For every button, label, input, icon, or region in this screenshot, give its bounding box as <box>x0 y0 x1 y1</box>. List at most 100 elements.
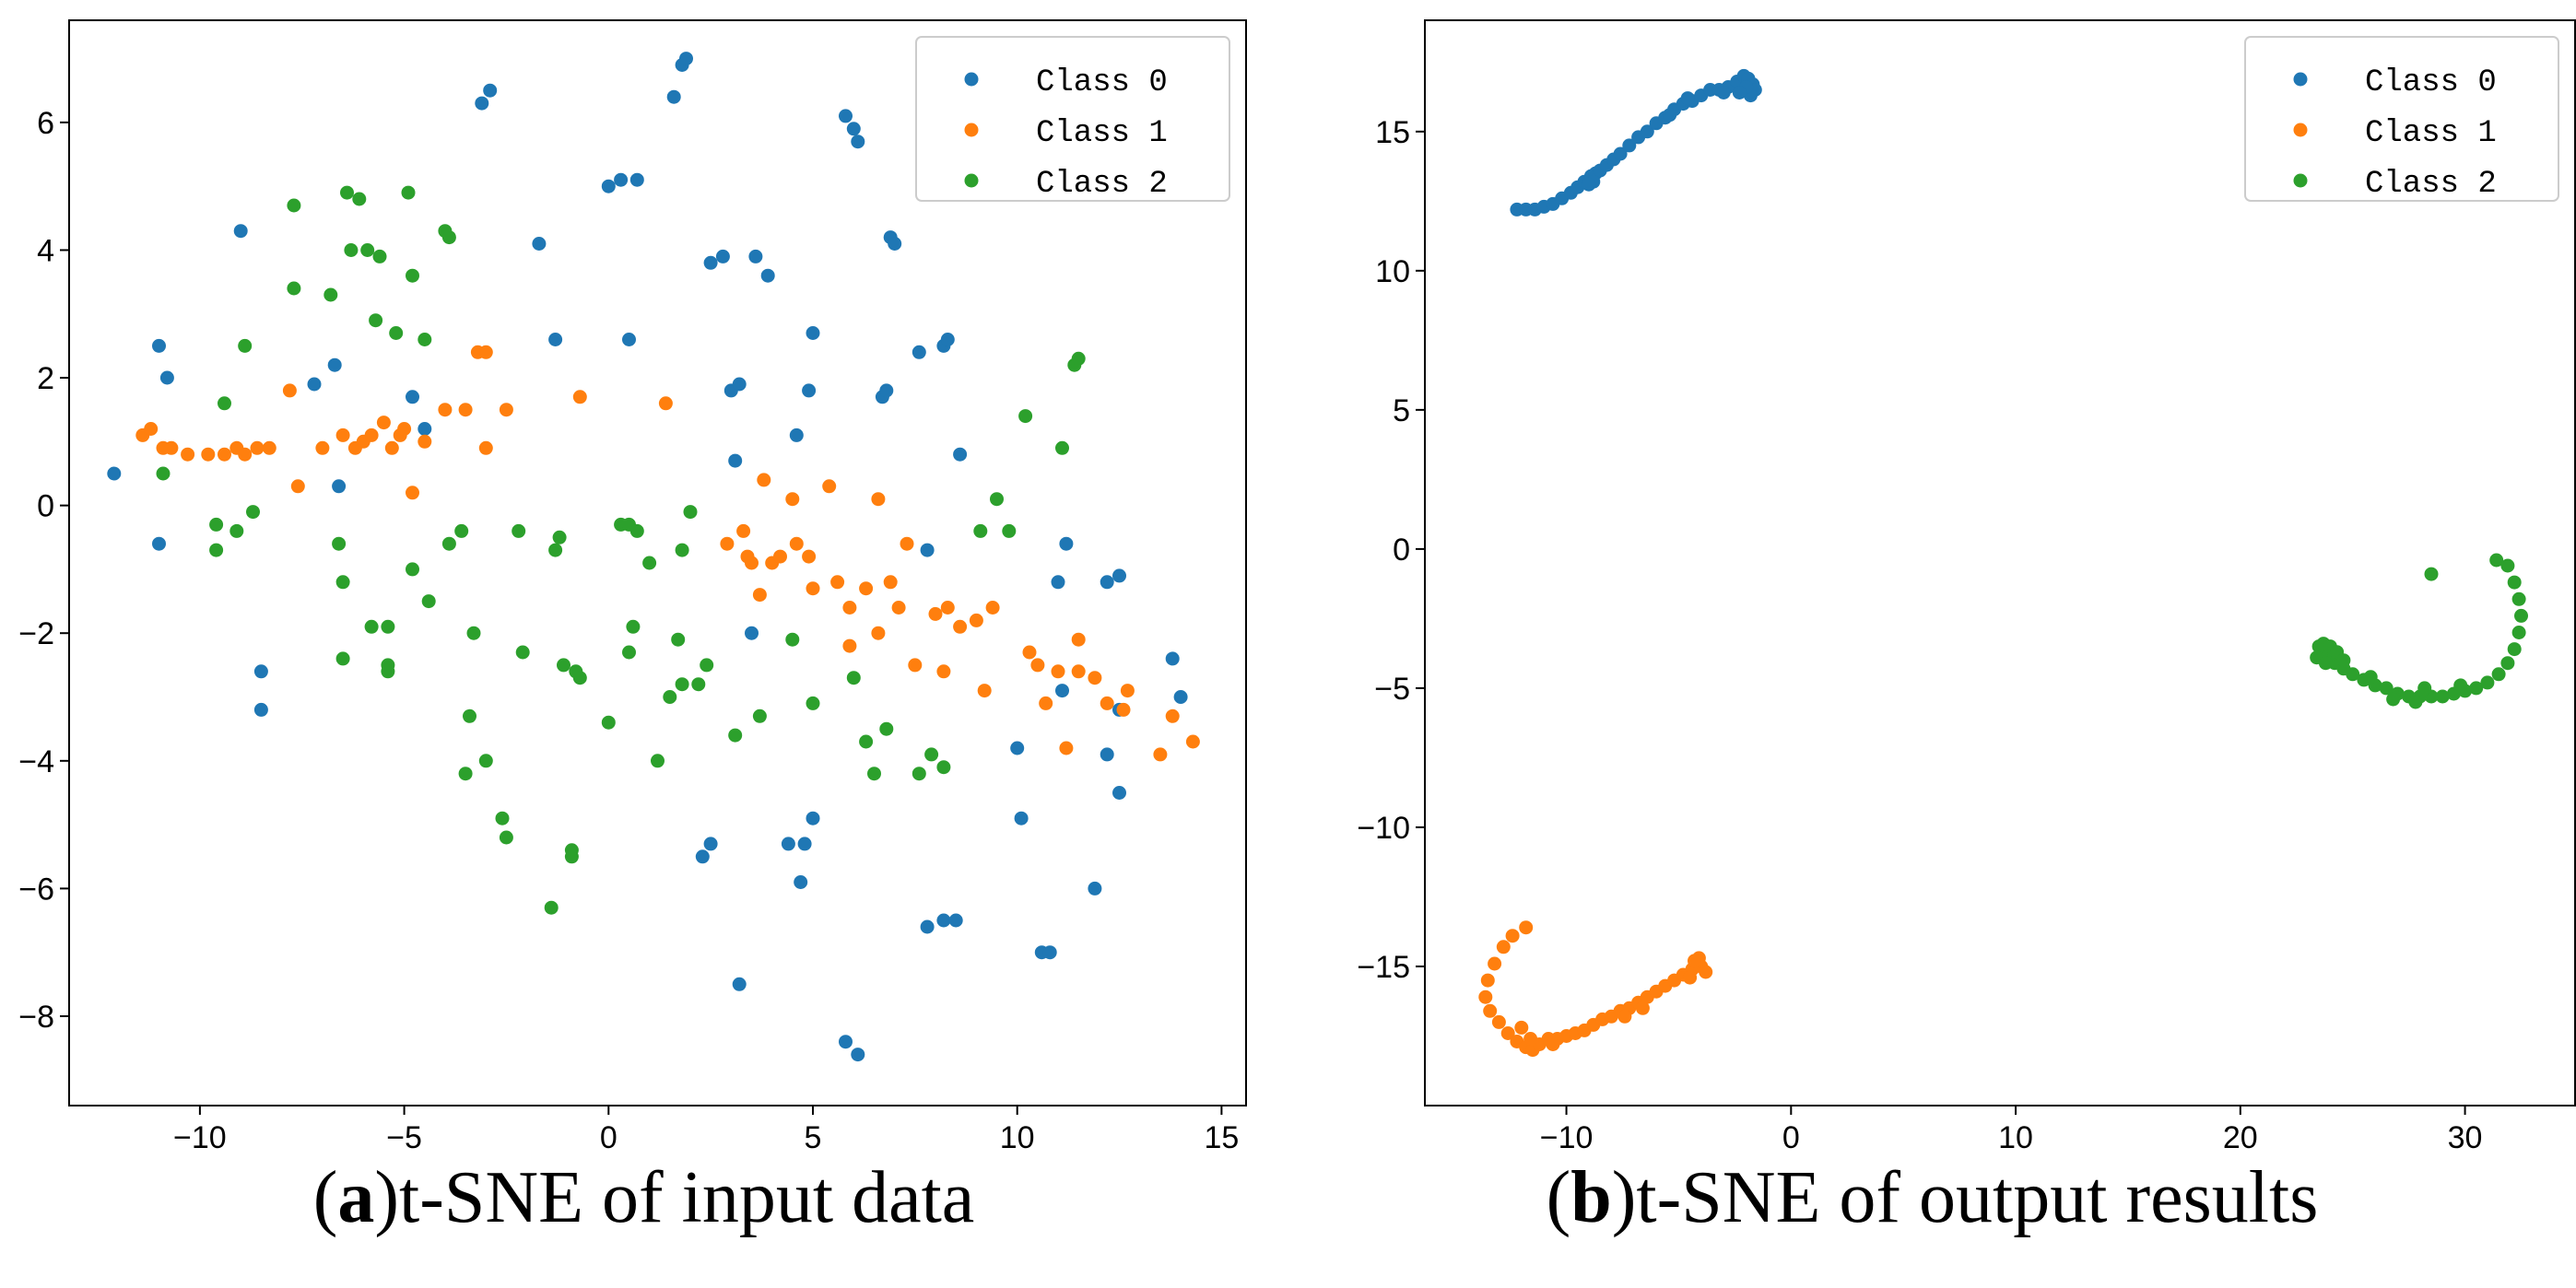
data-point-class-1 <box>1635 1001 1650 1015</box>
data-point-class-0 <box>948 913 963 928</box>
data-point-class-2 <box>663 690 677 704</box>
data-point-class-0 <box>703 837 718 851</box>
data-point-class-0 <box>1042 945 1057 960</box>
data-point-class-2 <box>238 338 253 353</box>
data-point-class-1 <box>250 440 265 455</box>
data-point-class-1 <box>936 664 951 679</box>
data-point-class-1 <box>1483 1003 1498 1018</box>
data-point-class-0 <box>614 172 629 187</box>
y-tick-label: 0 <box>1393 533 1410 568</box>
data-point-class-1 <box>1030 658 1045 673</box>
data-point-class-2 <box>406 562 419 577</box>
data-point-class-2 <box>2417 681 2432 696</box>
y-tick-label: 4 <box>37 233 54 268</box>
data-point-class-0 <box>1640 124 1654 139</box>
data-point-class-0 <box>1165 651 1180 666</box>
data-point-class-2 <box>209 543 224 557</box>
x-tick-label: 0 <box>1782 1120 1800 1155</box>
data-point-class-2 <box>2511 591 2526 606</box>
data-point-class-2 <box>601 715 616 730</box>
data-point-class-0 <box>532 237 547 251</box>
data-point-class-1 <box>736 523 751 538</box>
data-point-class-2 <box>2386 692 2401 707</box>
data-point-class-0 <box>789 427 804 442</box>
data-point-class-2 <box>2507 575 2522 590</box>
legend-marker-class-2 <box>964 173 979 188</box>
data-point-class-1 <box>418 434 432 449</box>
data-point-class-0 <box>732 377 747 392</box>
data-point-class-2 <box>458 767 473 781</box>
data-point-class-0 <box>851 135 865 149</box>
data-point-class-2 <box>441 536 456 551</box>
data-point-class-2 <box>1055 440 1069 455</box>
data-point-class-1 <box>1022 645 1037 660</box>
data-point-class-0 <box>1680 91 1695 106</box>
data-point-class-0 <box>851 1048 865 1062</box>
data-point-class-1 <box>1505 929 1520 943</box>
legend-box <box>2244 36 2559 202</box>
y-tick-label: −8 <box>18 1000 54 1035</box>
data-point-class-0 <box>152 536 166 551</box>
data-point-class-2 <box>499 830 513 845</box>
data-point-class-0 <box>233 224 248 239</box>
data-point-class-2 <box>806 696 820 710</box>
caption-a-label: a <box>337 1157 375 1238</box>
data-point-class-1 <box>201 447 216 462</box>
y-tick-label: 5 <box>1393 393 1410 428</box>
data-point-class-2 <box>651 754 665 768</box>
data-point-class-0 <box>1010 741 1025 755</box>
data-point-class-2 <box>785 632 800 647</box>
data-point-class-1 <box>785 492 800 507</box>
data-point-class-2 <box>2318 656 2333 671</box>
data-point-class-1 <box>376 416 391 430</box>
data-point-class-2 <box>675 543 689 557</box>
data-point-class-1 <box>1496 940 1511 954</box>
data-point-class-0 <box>781 837 795 851</box>
data-point-class-2 <box>287 198 301 213</box>
x-tick-label: −5 <box>386 1120 422 1155</box>
data-point-class-2 <box>372 249 387 263</box>
data-point-class-2 <box>2363 670 2378 685</box>
data-point-class-1 <box>822 479 837 494</box>
data-point-class-2 <box>671 632 686 647</box>
data-point-class-1 <box>985 601 1000 615</box>
data-point-class-2 <box>2469 681 2484 696</box>
data-point-class-2 <box>912 767 926 781</box>
data-point-class-2 <box>515 645 530 660</box>
data-point-class-1 <box>238 447 253 462</box>
data-point-class-0 <box>601 179 616 193</box>
data-point-class-2 <box>2500 558 2515 573</box>
caption-b-text: t-SNE of output results <box>1636 1157 2319 1238</box>
data-point-class-0 <box>152 338 166 353</box>
data-point-class-2 <box>2453 678 2468 693</box>
data-point-class-2 <box>478 754 493 768</box>
data-point-class-1 <box>757 473 771 487</box>
data-point-class-0 <box>1613 146 1628 161</box>
data-point-class-1 <box>953 619 968 634</box>
data-point-class-1 <box>315 440 330 455</box>
data-point-class-1 <box>364 427 379 442</box>
data-point-class-2 <box>364 619 379 634</box>
data-point-class-1 <box>908 658 923 673</box>
data-point-class-0 <box>920 919 935 934</box>
data-point-class-1 <box>458 403 473 417</box>
data-point-class-1 <box>1683 970 1698 985</box>
data-point-class-0 <box>1622 138 1637 153</box>
data-point-class-0 <box>806 326 820 340</box>
data-point-class-0 <box>475 96 489 111</box>
data-point-class-1 <box>1100 696 1114 710</box>
data-point-class-1 <box>752 588 767 603</box>
data-point-class-2 <box>421 594 436 609</box>
data-point-class-0 <box>936 913 951 928</box>
y-tick-label: −2 <box>18 616 54 651</box>
data-point-class-2 <box>642 556 657 570</box>
data-point-class-1 <box>802 549 817 564</box>
data-point-class-1 <box>181 447 195 462</box>
data-point-class-2 <box>2480 675 2495 690</box>
data-point-class-2 <box>675 677 689 692</box>
data-point-class-2 <box>544 900 559 915</box>
data-point-class-1 <box>1071 664 1086 679</box>
data-point-class-0 <box>794 875 808 889</box>
data-point-class-1 <box>397 422 412 436</box>
